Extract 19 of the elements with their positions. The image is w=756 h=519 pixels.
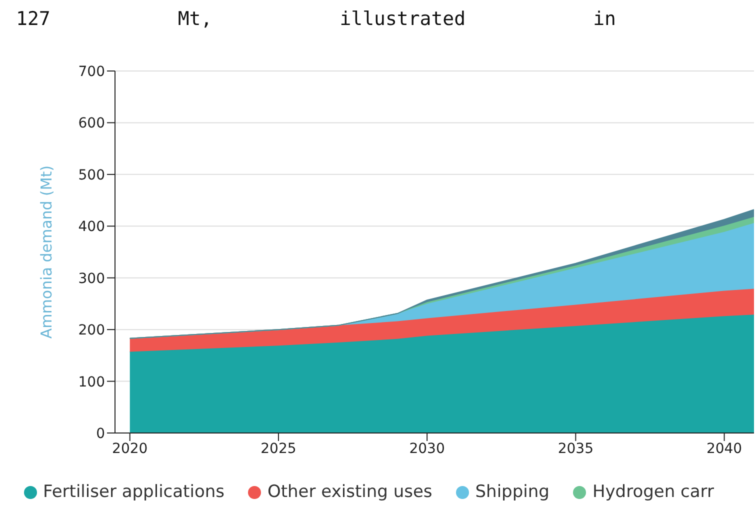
- y-tick-label: 300: [78, 270, 105, 287]
- y-axis-title: Ammonia demand (Mt): [37, 165, 56, 339]
- y-tick-label: 700: [78, 64, 105, 80]
- legend-label: Fertiliser applications: [43, 482, 224, 502]
- legend-label: Hydrogen carr: [592, 482, 714, 502]
- y-tick-label: 200: [78, 322, 105, 339]
- y-tick-label: 400: [78, 219, 105, 236]
- x-tick-label: 2040: [706, 440, 742, 457]
- x-tick-label: 2035: [558, 440, 594, 457]
- x-tick-label: 2020: [112, 440, 148, 457]
- text: 127 Mt, illustrated in: [16, 8, 616, 30]
- y-tick-label: 600: [78, 116, 105, 132]
- x-tick-label: 2025: [260, 440, 296, 457]
- y-tick-label: 100: [78, 374, 105, 390]
- x-tick-label: 2030: [409, 440, 445, 457]
- y-tick-label: 0: [96, 426, 105, 442]
- y-tick-label: 500: [78, 167, 105, 184]
- legend-label: Other existing uses: [267, 482, 432, 502]
- legend-label: Shipping: [475, 482, 550, 502]
